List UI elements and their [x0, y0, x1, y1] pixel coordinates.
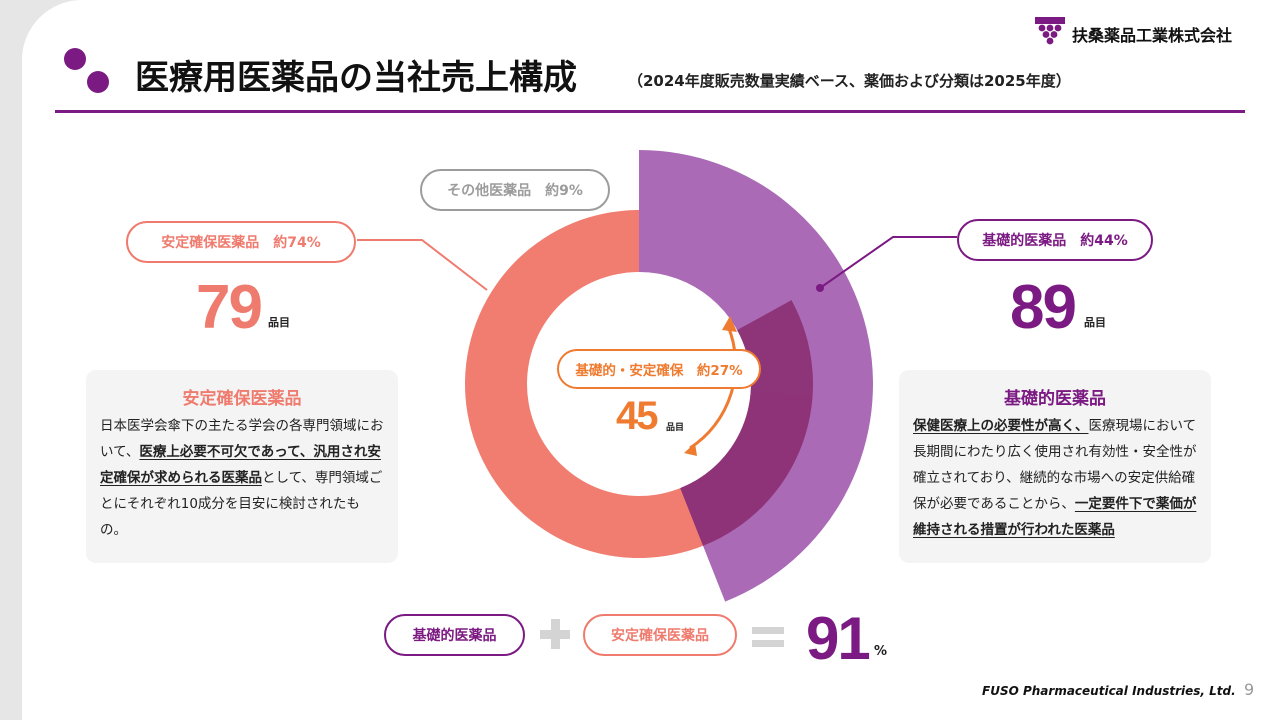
card-stable-supply: 安定確保医薬品 日本医学会傘下の主たる学会の各専門領域において、医療上必要不可欠…: [86, 370, 398, 563]
leader-dot-right: [816, 284, 824, 292]
card-title-stable-supply: 安定確保医薬品: [182, 389, 302, 409]
count-overlap: 45: [616, 394, 658, 438]
unit-overlap: 品目: [666, 423, 685, 433]
card-text-stable-supply: 日本医学会傘下の主たる学会の各専門領域において、医療上必要不可欠であって、汎用さ…: [100, 418, 384, 538]
equals-icon: [752, 627, 784, 634]
label-other: その他医薬品 約9%: [420, 169, 610, 211]
unit-basic: 品目: [1084, 316, 1106, 329]
card-basic: 基礎的医薬品 保健医療上の必要性が高く、医療現場において長期間にわたり広く使用さ…: [899, 370, 1211, 563]
title-dot-2: [87, 71, 109, 93]
formula-basic-pill: 基礎的医薬品: [384, 614, 525, 656]
footer-company: FUSO Pharmaceutical Industries, Ltd.: [982, 684, 1236, 698]
center-arrow-icon: [684, 316, 738, 456]
formula-total: 91: [806, 605, 871, 672]
title-rule: [55, 110, 1245, 113]
card-text-basic: 保健医療上の必要性が高く、医療現場において長期間にわたり広く使用され有効性・安全…: [913, 418, 1197, 538]
title-dot-1: [64, 48, 86, 70]
unit-stable-supply: 品目: [268, 316, 290, 329]
donut-segment-overlap: [680, 300, 813, 546]
count-stable-supply: 79: [196, 273, 263, 342]
grape-logo-icon: [1035, 17, 1065, 45]
count-basic: 89: [1010, 273, 1077, 342]
company-name: 扶桑薬品工業株式会社: [1072, 26, 1233, 45]
formula-stable-pill: 安定確保医薬品: [583, 614, 737, 656]
leader-line-left: [357, 239, 488, 291]
label-basic: 基礎的医薬品 約44%: [957, 219, 1153, 261]
card-title-basic: 基礎的医薬品: [1004, 389, 1106, 409]
equals-icon-lower: [752, 640, 784, 647]
label-overlap: 基礎的・安定確保 約27%: [557, 349, 761, 389]
leader-line-right: [819, 236, 957, 289]
label-stable-supply: 安定確保医薬品 約74%: [126, 221, 356, 263]
page-subtitle: （2024年度販売数量実績ベース、薬価および分類は2025年度）: [628, 72, 1071, 90]
formula-percent: %: [874, 644, 888, 659]
plus-icon-vertical: [551, 619, 560, 649]
page-number: 9: [1244, 680, 1255, 699]
page-title: 医療用医薬品の当社売上構成: [135, 58, 577, 98]
